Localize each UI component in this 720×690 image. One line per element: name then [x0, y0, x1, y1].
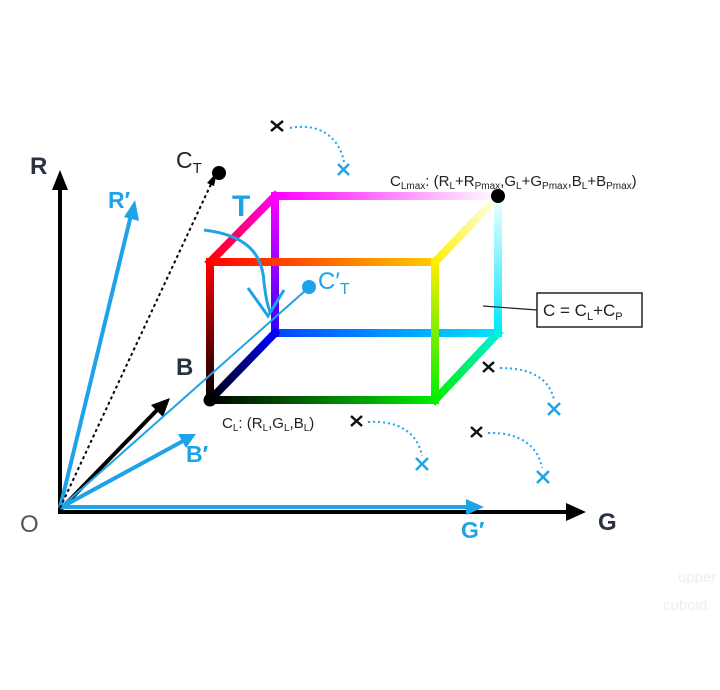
equation-box	[536, 292, 643, 328]
origin-label: O	[20, 511, 39, 538]
axis-r-prime-arrowhead	[124, 200, 139, 221]
point-c-lmax-label: CLmax: (RL+RPmax,GL+GPmax,BL+BPmax)	[390, 173, 637, 192]
cross-icon	[270, 120, 284, 132]
axis-b-label: B	[176, 354, 193, 381]
transformed-axes	[58, 200, 484, 515]
axis-g-prime-arrowhead	[466, 499, 484, 515]
axis-b-prime-label: B′	[186, 441, 209, 467]
dotted-arrow	[367, 420, 423, 457]
point-c-prime-t-label: C′T	[318, 268, 350, 298]
outlier-3	[350, 415, 429, 471]
target-t-label: T	[232, 190, 250, 223]
cross-icon	[547, 402, 561, 416]
cross-icon	[350, 415, 363, 427]
edge-green-cyan	[429, 327, 504, 406]
equation-leader-line	[482, 305, 538, 311]
dotted-arrow	[499, 367, 555, 401]
edge-red-magenta	[204, 190, 281, 268]
cross-icon	[482, 361, 495, 373]
axis-r-arrowhead	[52, 170, 68, 190]
cross-icon	[470, 426, 483, 438]
outlier-markers	[270, 120, 561, 484]
mapping-curve-head	[246, 287, 286, 319]
cross-icon	[337, 163, 350, 176]
outlier-4	[470, 426, 550, 484]
axis-r-prime-line	[58, 214, 133, 509]
axis-b-prime-arrowhead	[178, 434, 196, 448]
point-c-prime-t	[302, 280, 316, 294]
dotted-arrow	[487, 431, 543, 469]
point-c-l	[203, 393, 217, 407]
edge-yellow-white	[429, 190, 504, 268]
axis-b-prime-line	[59, 439, 184, 510]
cross-icon	[536, 470, 550, 484]
point-c-lmax	[491, 189, 505, 203]
equation-text: C = CL+CP	[543, 301, 623, 323]
axis-g-prime-label: G′	[461, 517, 485, 543]
axis-r-prime-label: R′	[108, 187, 131, 213]
faint-caption-line-2: cuboid.	[663, 597, 711, 614]
faint-caption-line-1: upper	[678, 569, 716, 586]
rgb-axes	[52, 170, 586, 521]
mapping-curve	[203, 228, 272, 313]
outlier-2	[482, 361, 561, 416]
dotted-arrow	[289, 125, 345, 163]
point-c-l-label: CL: (RL,GL,BL)	[222, 415, 314, 434]
vector-to-c-prime-t	[59, 289, 307, 509]
rgb-cuboid	[204, 190, 504, 406]
outlier-1	[270, 120, 350, 176]
cross-icon	[415, 457, 429, 471]
point-c-t-label: CT	[176, 147, 202, 177]
axis-r-label: R	[30, 153, 47, 180]
axis-g-arrowhead	[566, 503, 586, 521]
point-c-t	[212, 166, 226, 180]
axis-g-label: G	[598, 509, 617, 536]
edge-black-blue	[204, 327, 281, 406]
axis-b-arrowhead	[151, 398, 170, 417]
